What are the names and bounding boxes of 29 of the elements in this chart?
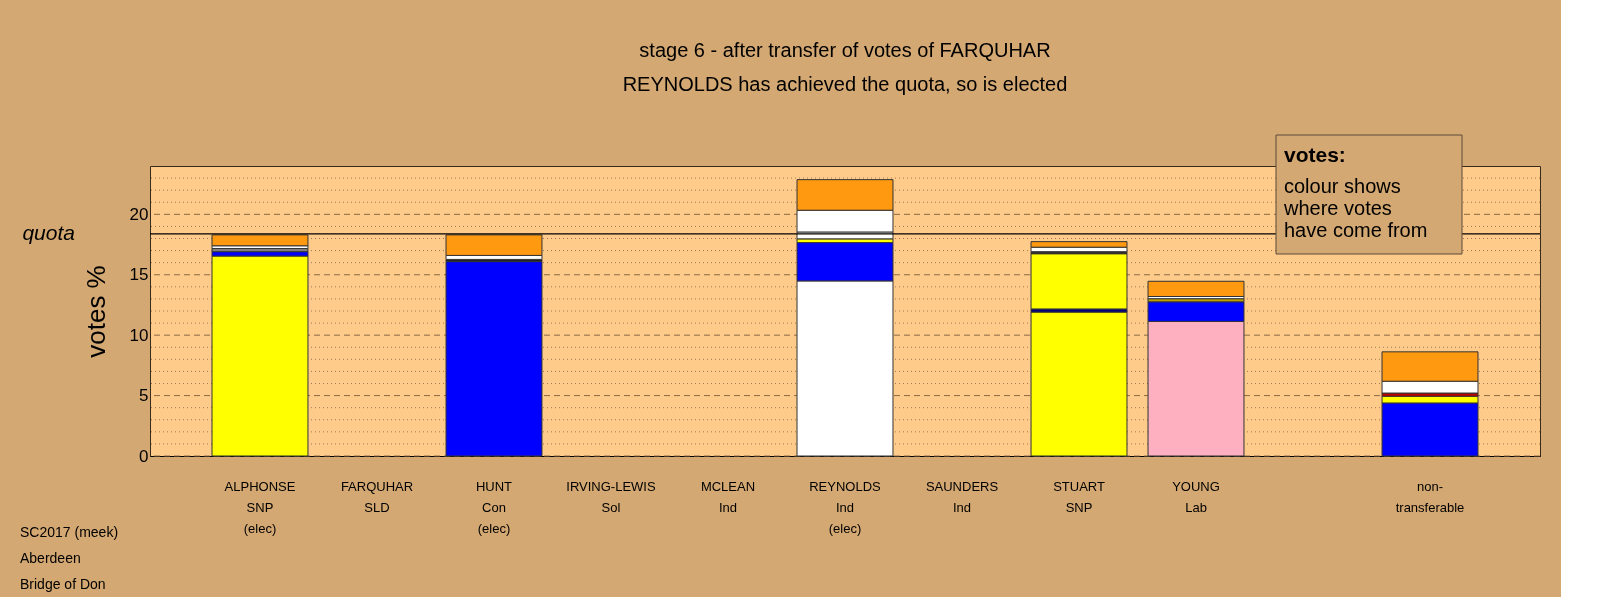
y-tick-label: 10	[129, 325, 149, 345]
chart-title: stage 6 - after transfer of votes of FARQUHAR	[639, 38, 1051, 61]
bar	[1030, 253, 1128, 310]
x-tick-label: MCLEAN Ind	[700, 478, 756, 515]
bar	[1030, 241, 1128, 248]
y-tick-label: 5	[139, 386, 149, 406]
x-tick-label: STUART SNP	[1053, 478, 1105, 515]
chart-subtitle: REYNOLDS has achieved the quota, so is elected	[622, 72, 1068, 95]
y-tick-label: 15	[129, 265, 149, 285]
text: Bridge of Don	[20, 576, 106, 592]
ref-line-label: quota	[22, 220, 75, 244]
x-tick-label: HUNT Con (elec)	[475, 478, 513, 536]
text: Aberdeen	[20, 550, 81, 566]
y-axis-title: votes %	[80, 265, 111, 358]
x-tick-label: REYNOLDS Ind (elec)	[809, 478, 882, 536]
x-tick-label: IRVING-LEWIS Sol	[566, 478, 656, 515]
annotation: votes:	[1284, 143, 1346, 166]
bar	[445, 234, 543, 256]
bar	[211, 234, 309, 247]
annotation: colour shows where votes have come from	[1283, 175, 1428, 241]
y-tick-label: 0	[139, 446, 149, 466]
bar	[1147, 280, 1245, 297]
text: SC2017 (meek)	[20, 524, 119, 540]
x-tick-label: YOUNG Lab	[1172, 478, 1220, 515]
x-tick-label: SAUNDERS Ind	[925, 478, 999, 515]
x-tick-label: FARQUHAR SLD	[340, 478, 414, 515]
x-tick-label: ALPHONSE SNP (elec)	[224, 478, 296, 536]
y-tick-label: 20	[129, 204, 149, 224]
x-tick-label: non- transferable	[1395, 478, 1465, 515]
